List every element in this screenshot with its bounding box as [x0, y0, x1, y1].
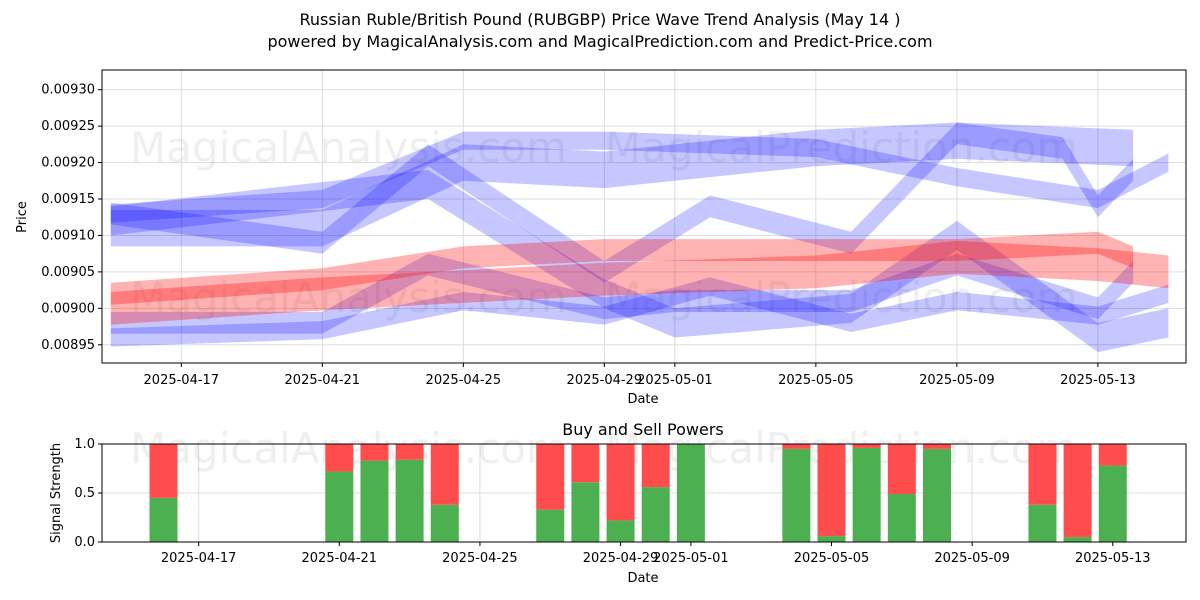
- buy-bar: [782, 448, 811, 542]
- price-y-tick-label: 0.00905: [41, 265, 95, 280]
- buy-bar: [325, 471, 354, 542]
- buy-bar: [395, 459, 424, 542]
- price-x-tick-label: 2025-04-25: [426, 373, 502, 388]
- price-y-tick-label: 0.00925: [41, 119, 95, 134]
- price-y-tick-label: 0.00895: [41, 338, 95, 353]
- price-x-tick-label: 2025-05-05: [778, 373, 854, 388]
- price-y-tick-label: 0.00910: [41, 228, 95, 243]
- sell-bar: [1063, 444, 1092, 538]
- sell-bar: [536, 444, 565, 510]
- signal-x-axis-label: Date: [627, 571, 658, 586]
- blue-wave-band: [110, 253, 1134, 334]
- price-x-ticks: 2025-04-17 2025-04-21 2025-04-25 2025-04-29…: [144, 363, 1136, 388]
- price-x-tick-label: 2025-05-01: [637, 373, 713, 388]
- signal-x-tick-label: 2025-04-25: [442, 551, 518, 566]
- sell-bar: [1098, 444, 1127, 466]
- price-gridlines: [102, 70, 1186, 363]
- buy-bar: [606, 520, 635, 542]
- sell-bar: [430, 444, 459, 505]
- red-wave-band: [110, 240, 1169, 325]
- watermark-mid-left: MagicalAnalysis.com: [130, 273, 567, 322]
- price-plot-frame: [101, 69, 1187, 364]
- buy-bar: [852, 447, 881, 542]
- signal-x-tick-label: 2025-04-17: [161, 551, 237, 566]
- price-y-axis-label: Price: [15, 201, 30, 233]
- buy-bar: [1063, 537, 1092, 542]
- buy-bar: [430, 504, 459, 542]
- red-wave-band: [110, 231, 1134, 305]
- chart-subtitle: powered by MagicalAnalysis.com and Magic…: [267, 32, 932, 51]
- price-plot: MagicalAnalysis.com MagicalPrediction.co…: [15, 69, 1187, 407]
- signal-plot: Buy and Sell Powers MagicalAnalysis.com …: [49, 420, 1187, 586]
- sell-bar: [887, 444, 916, 494]
- sell-bar: [360, 444, 389, 461]
- signal-x-ticks: 2025-04-17 2025-04-21 2025-04-25 2025-04-29…: [161, 542, 1151, 566]
- buy-bar: [571, 482, 600, 542]
- wave-bands: [110, 122, 1169, 353]
- watermark-top-right: MagicalPrediction.com: [605, 123, 1078, 172]
- price-x-tick-label: 2025-04-21: [285, 373, 361, 388]
- buy-bar: [360, 460, 389, 542]
- sell-bar: [817, 444, 846, 537]
- blue-wave-band: [110, 169, 1169, 353]
- sell-bar: [149, 444, 178, 498]
- blue-wave-band: [110, 131, 1169, 223]
- price-x-tick-label: 2025-04-29: [567, 373, 643, 388]
- sell-bar: [1028, 444, 1057, 505]
- sell-bar: [641, 444, 670, 488]
- sell-bar: [782, 444, 811, 449]
- sell-bar: [852, 444, 881, 448]
- buy-bar: [887, 493, 916, 542]
- watermark-mid-right: MagicalPrediction.com: [605, 273, 1078, 322]
- signal-y-tick-label: 1.0: [74, 437, 95, 452]
- watermark-top-left: MagicalAnalysis.com: [130, 123, 567, 172]
- buy-bar: [641, 487, 670, 542]
- signal-x-tick-label: 2025-05-13: [1075, 551, 1151, 566]
- price-x-tick-label: 2025-04-17: [144, 373, 220, 388]
- price-y-tick-label: 0.00900: [41, 301, 95, 316]
- sell-bar: [395, 444, 424, 460]
- signal-x-tick-label: 2025-05-05: [794, 551, 870, 566]
- blue-wave-band: [110, 122, 1134, 247]
- blue-wave-band: [110, 122, 1134, 283]
- signal-y-tick-label: 0.5: [74, 486, 95, 501]
- price-y-tick-label: 0.00915: [41, 192, 95, 207]
- buy-bar: [536, 509, 565, 542]
- price-x-axis-label: Date: [627, 392, 658, 407]
- sell-bar: [922, 444, 951, 449]
- sell-bar: [571, 444, 600, 483]
- buy-bar: [1028, 504, 1057, 542]
- signal-bars: [149, 444, 1127, 542]
- signal-x-tick-label: 2025-04-29: [583, 551, 659, 566]
- signal-y-axis-label: Signal Strength: [49, 443, 64, 543]
- price-y-tick-label: 0.00920: [41, 156, 95, 171]
- price-x-tick-label: 2025-05-09: [919, 373, 995, 388]
- price-y-ticks: 0.00895 0.00900 0.00905 0.00910 0.00915 0.009…: [41, 83, 102, 353]
- chart-title: Russian Ruble/British Pound (RUBGBP) Pri…: [300, 10, 901, 29]
- buy-bar: [676, 444, 705, 542]
- price-x-tick-label: 2025-05-13: [1060, 373, 1136, 388]
- sell-bar: [606, 444, 635, 521]
- sell-bar: [325, 444, 354, 472]
- signal-plot-title: Buy and Sell Powers: [562, 420, 724, 439]
- signal-y-ticks: 0.0 0.5 1.0: [74, 437, 102, 550]
- blue-wave-band: [110, 277, 1169, 347]
- price-y-tick-label: 0.00930: [41, 83, 95, 98]
- buy-bar: [149, 497, 178, 542]
- signal-x-tick-label: 2025-05-09: [934, 551, 1010, 566]
- signal-x-tick-label: 2025-04-21: [302, 551, 378, 566]
- buy-bar: [1098, 465, 1127, 542]
- signal-x-tick-label: 2025-05-01: [653, 551, 729, 566]
- buy-bar: [817, 536, 846, 542]
- signal-y-tick-label: 0.0: [74, 535, 95, 550]
- buy-bar: [922, 448, 951, 542]
